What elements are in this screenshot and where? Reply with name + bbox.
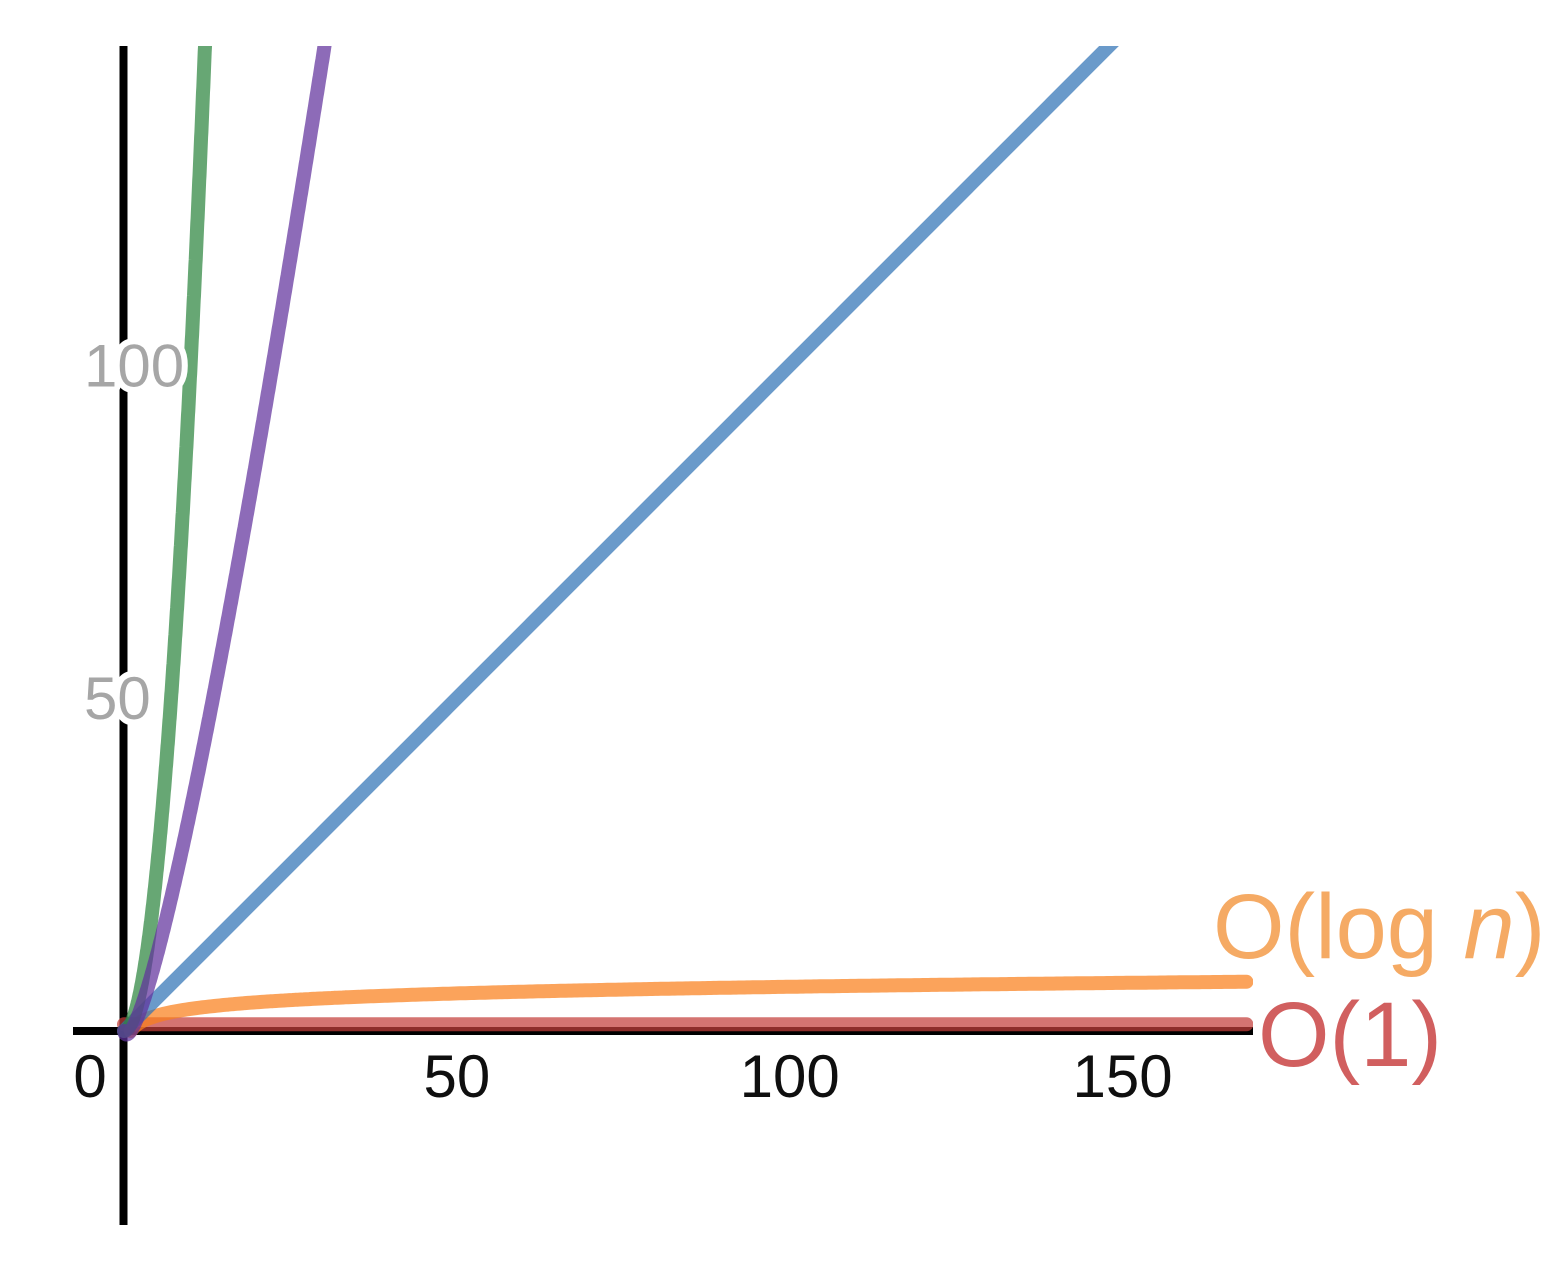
- y-axis-labels: 50 100: [78, 326, 190, 738]
- x-tick-150: 150: [1072, 1043, 1172, 1110]
- curve-o-n-squared[interactable]: [117, 0, 213, 1038]
- curve-o-n-log-n[interactable]: [117, 0, 332, 1042]
- curve-o-n[interactable]: [117, 36, 1119, 1038]
- curves-layer: [117, 0, 1253, 1042]
- x-tick-0: 0: [73, 1043, 106, 1110]
- label-o-1: O(1): [1258, 984, 1442, 1086]
- x-axis-labels: 0 50 100 150: [67, 1037, 1178, 1116]
- curve-labels: O(log n) O(1): [1213, 876, 1545, 1086]
- label-o-log-n: O(log n): [1213, 876, 1545, 978]
- x-tick-50: 50: [423, 1043, 490, 1110]
- curve-o-log-n[interactable]: [123, 974, 1253, 1038]
- y-tick-100: 100: [84, 332, 184, 399]
- y-tick-50: 50: [84, 665, 151, 732]
- x-tick-100: 100: [740, 1043, 840, 1110]
